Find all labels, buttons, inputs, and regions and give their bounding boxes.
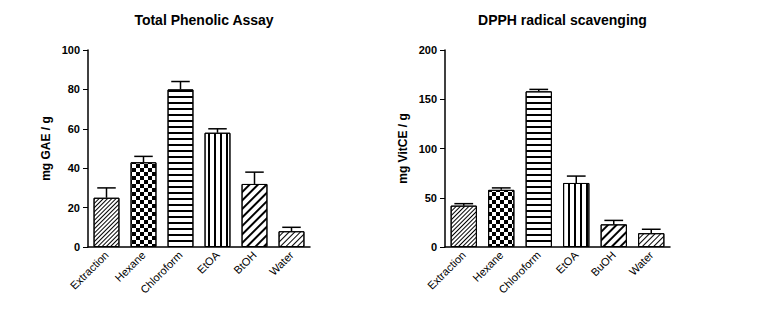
svg-text:Hexane: Hexane bbox=[470, 249, 505, 284]
svg-text:0: 0 bbox=[74, 241, 80, 253]
svg-text:Extraction: Extraction bbox=[68, 249, 111, 292]
svg-text:Chloroform: Chloroform bbox=[496, 249, 543, 296]
svg-text:mg GAE / g: mg GAE / g bbox=[39, 116, 53, 181]
svg-text:DPPH radical scavenging: DPPH radical scavenging bbox=[478, 12, 647, 28]
svg-text:Hexane: Hexane bbox=[112, 249, 147, 284]
svg-text:EtOA: EtOA bbox=[195, 248, 223, 276]
svg-text:100: 100 bbox=[419, 143, 437, 155]
svg-text:EtOA: EtOA bbox=[553, 248, 581, 276]
svg-text:60: 60 bbox=[68, 123, 80, 135]
svg-text:150: 150 bbox=[419, 93, 437, 105]
svg-text:80: 80 bbox=[68, 83, 80, 95]
svg-text:Water: Water bbox=[267, 249, 296, 278]
svg-text:Total Phenolic Assay: Total Phenolic Assay bbox=[134, 12, 273, 28]
svg-text:BuOH: BuOH bbox=[588, 249, 618, 279]
svg-text:40: 40 bbox=[68, 162, 80, 174]
svg-text:100: 100 bbox=[62, 44, 80, 56]
svg-text:50: 50 bbox=[425, 192, 437, 204]
svg-text:200: 200 bbox=[419, 44, 437, 56]
svg-text:Water: Water bbox=[627, 249, 656, 278]
svg-text:20: 20 bbox=[68, 202, 80, 214]
svg-text:BtOH: BtOH bbox=[231, 249, 259, 277]
svg-text:Extraction: Extraction bbox=[425, 249, 468, 292]
svg-text:mg VitCE / g: mg VitCE / g bbox=[396, 113, 410, 183]
svg-text:Chloroform: Chloroform bbox=[138, 249, 185, 296]
svg-text:0: 0 bbox=[431, 241, 437, 253]
